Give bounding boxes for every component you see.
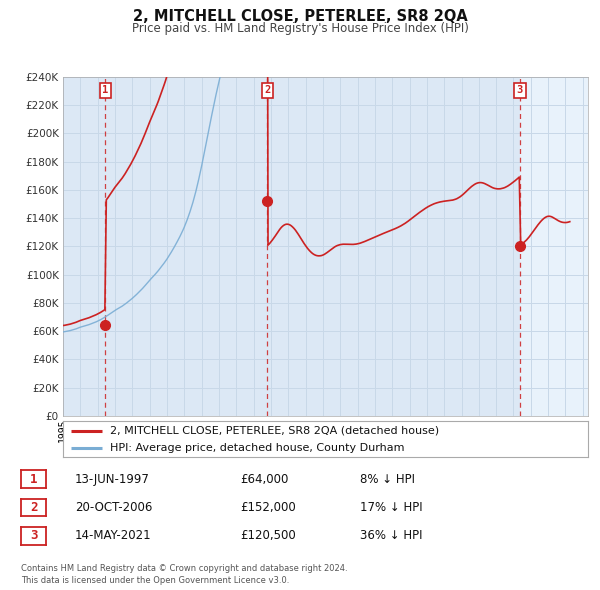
Text: 8% ↓ HPI: 8% ↓ HPI [360, 473, 415, 486]
Text: 3: 3 [30, 529, 37, 542]
Text: 3: 3 [517, 85, 523, 95]
Text: 1: 1 [30, 473, 37, 486]
Text: 17% ↓ HPI: 17% ↓ HPI [360, 501, 422, 514]
Text: 2: 2 [30, 501, 37, 514]
Text: 20-OCT-2006: 20-OCT-2006 [75, 501, 152, 514]
Text: HPI: Average price, detached house, County Durham: HPI: Average price, detached house, Coun… [110, 443, 405, 453]
Text: 36% ↓ HPI: 36% ↓ HPI [360, 529, 422, 542]
Bar [520, 77, 588, 416]
Text: Price paid vs. HM Land Registry's House Price Index (HPI): Price paid vs. HM Land Registry's House … [131, 22, 469, 35]
Text: 13-JUN-1997: 13-JUN-1997 [75, 473, 150, 486]
Text: 2, MITCHELL CLOSE, PETERLEE, SR8 2QA (detached house): 2, MITCHELL CLOSE, PETERLEE, SR8 2QA (de… [110, 426, 439, 436]
Text: £120,500: £120,500 [240, 529, 296, 542]
Text: 2, MITCHELL CLOSE, PETERLEE, SR8 2QA: 2, MITCHELL CLOSE, PETERLEE, SR8 2QA [133, 9, 467, 24]
Text: £64,000: £64,000 [240, 473, 289, 486]
Text: Contains HM Land Registry data © Crown copyright and database right 2024.
This d: Contains HM Land Registry data © Crown c… [21, 565, 347, 585]
Text: 14-MAY-2021: 14-MAY-2021 [75, 529, 152, 542]
Text: £152,000: £152,000 [240, 501, 296, 514]
Text: 2: 2 [265, 85, 271, 95]
Text: 1: 1 [103, 85, 109, 95]
